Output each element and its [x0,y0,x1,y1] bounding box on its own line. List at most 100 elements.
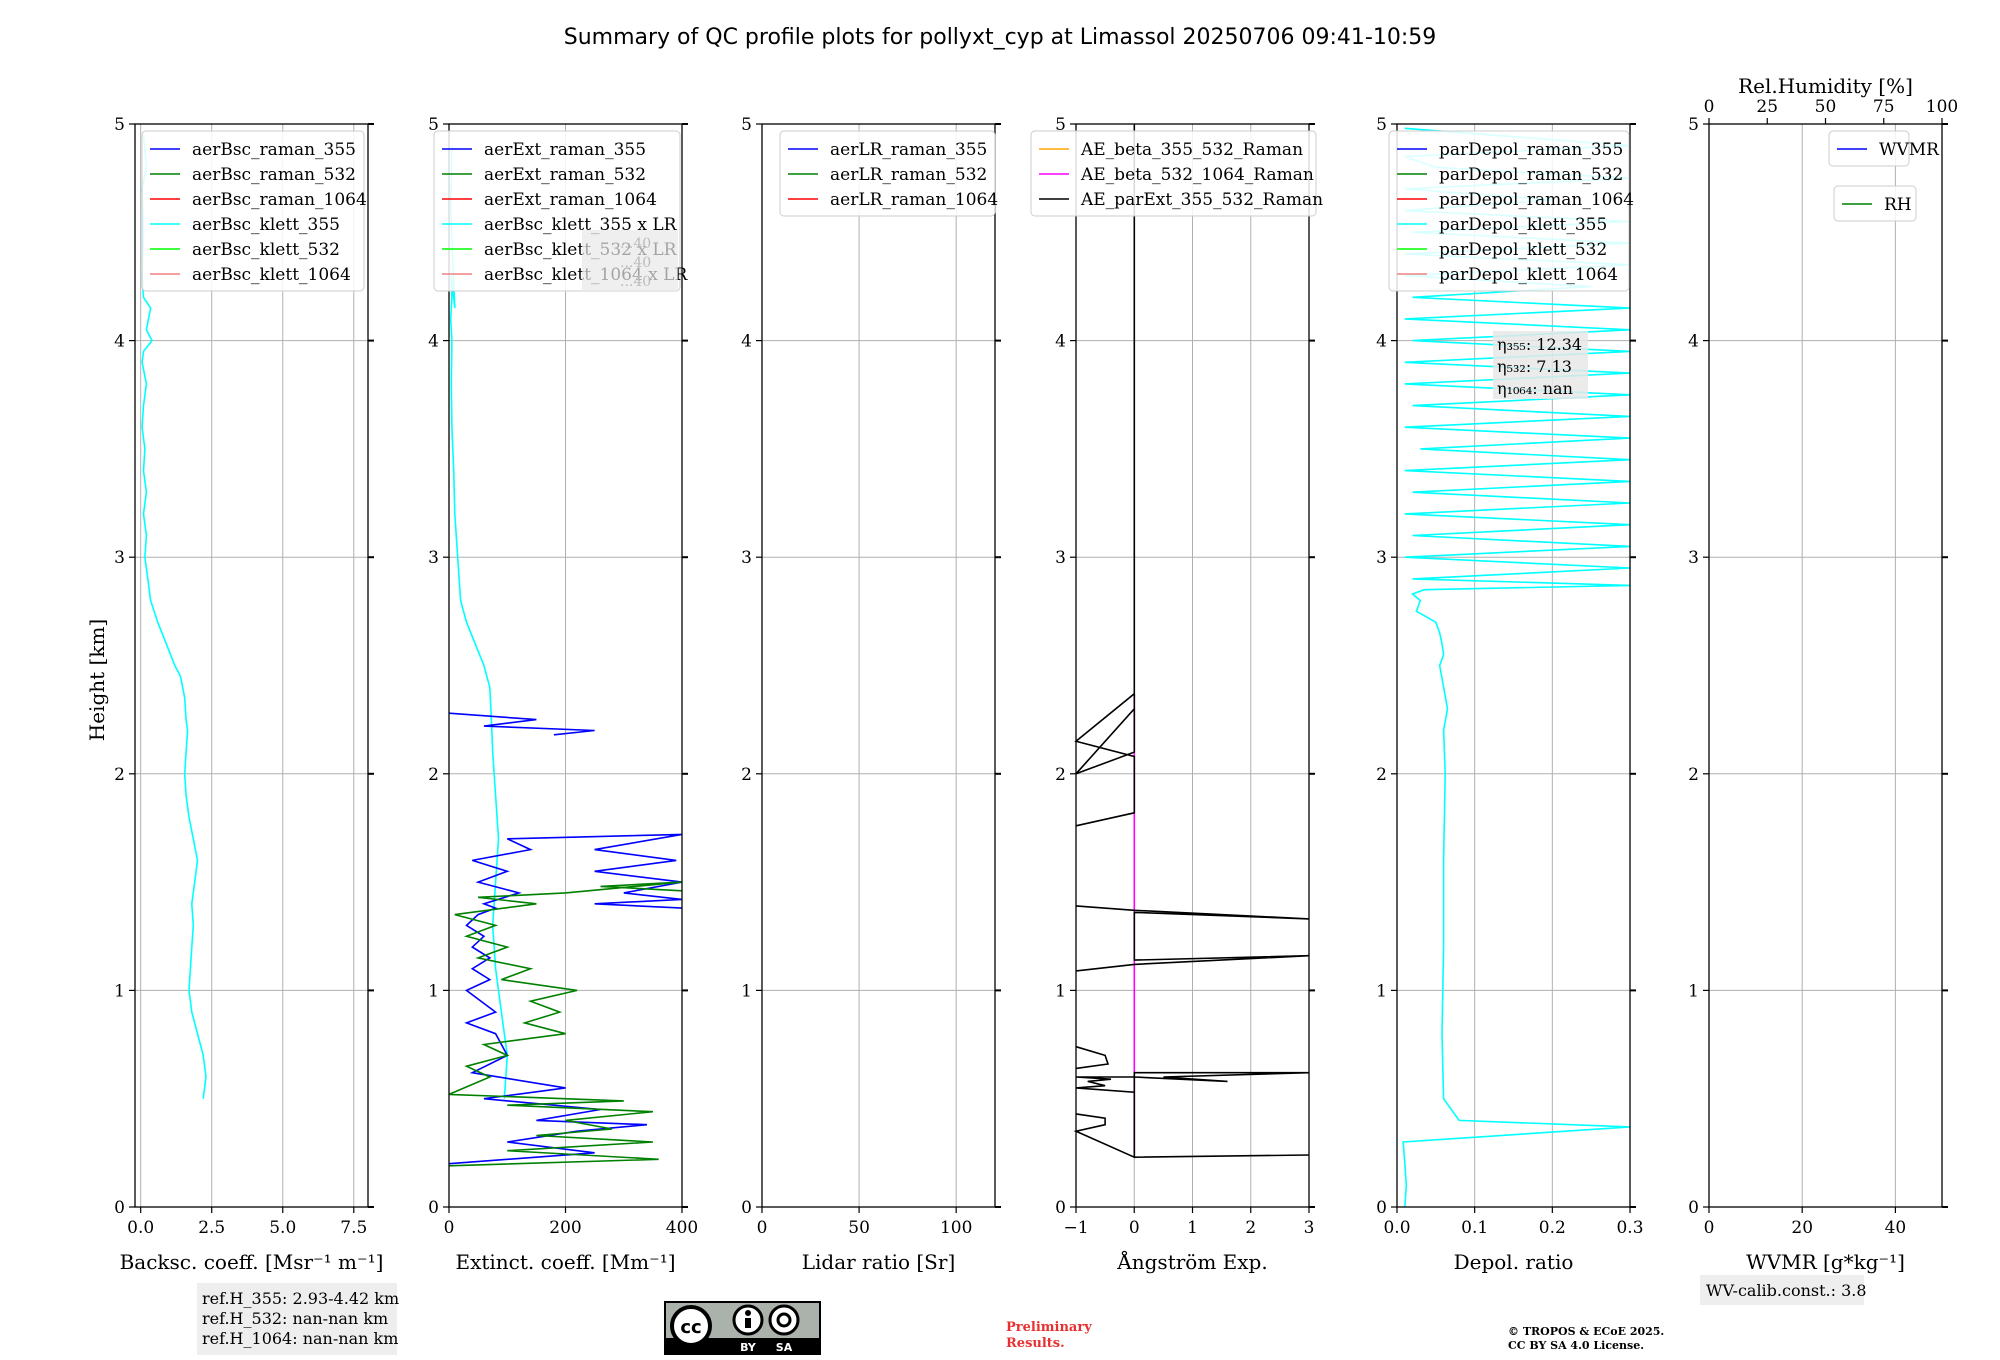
by-person-body [745,1318,751,1328]
panel-5: 0.0 0.1 0.2 0.3 0 1 2 3 4 5 Depol. ratio parDepol_r… [1376,115,1643,1274]
x-axis-label: Backsc. coeff. [Msr⁻¹ m⁻¹] [120,1250,384,1274]
faded-annotation: ...40 ...40 ...40 [582,230,678,292]
series-AE_parExt_355_532_Raman_low [1075,1045,1110,1070]
faded-box [582,230,678,292]
top-x-tick-label: 25 [1756,97,1778,117]
ref-height-line: ref.H_1064: nan-nan km [202,1329,398,1348]
y-tick-label: 0 [114,1198,125,1218]
legend-entry: WVMR [1879,140,1940,160]
x-axis-label: Depol. ratio [1454,1250,1574,1274]
y-tick-label: 0 [1376,1198,1387,1218]
legend: AE_beta_355_532_Raman AE_beta_532_1064_Ra… [1030,130,1323,217]
y-tick-label: 5 [1688,115,1699,135]
x-tick-label: 0.0 [127,1218,154,1238]
x-tick-label: 0 [757,1218,768,1238]
cc-label: cc [680,1317,701,1338]
x-tick-label: 0.1 [1461,1218,1488,1238]
ref-height-line: ref.H_532: nan-nan km [202,1309,388,1328]
panels: 0.0 2.5 5.0 7.5 0 1 2 3 4 5 Backsc. coeff. [Msr⁻¹ … [114,74,1958,1274]
x-tick-label: 2.5 [198,1218,225,1238]
y-tick-label: 3 [1376,548,1387,568]
x-tick-label: 40 [1885,1218,1907,1238]
legend: aerLR_raman_355 aerLR_raman_532 aerLR_rama… [779,130,998,217]
top-x-tick-label: 50 [1815,97,1837,117]
axes-frame [761,123,996,1208]
series-aerExt_raman_355_upper [448,712,595,736]
y-tick-label: 4 [428,332,439,352]
ref-height-line: ref.H_355: 2.93-4.42 km [202,1289,399,1308]
legend-entry: parDepol_raman_532 [1439,165,1623,185]
y-tick-label: 1 [1688,981,1699,1001]
cc-license-badge: cc BY SA [664,1301,821,1355]
x-tick-label: 200 [549,1218,581,1238]
x-tick-label: 0 [1129,1218,1140,1238]
series-AE_parExt_355_532_Raman [1073,1071,1310,1159]
by-label: BY [740,1341,757,1354]
legend-entry: parDepol_raman_1064 [1439,190,1634,210]
y-tick-label: 2 [114,765,125,785]
x-tick-label: 7.5 [340,1218,367,1238]
y-tick-label: 1 [1376,981,1387,1001]
x-axis-label: Extinct. coeff. [Mm⁻¹] [455,1250,675,1274]
legend: parDepol_raman_355 parDepol_raman_532 parD… [1388,130,1634,292]
legend-box [779,130,996,217]
series-aerBsc_klett_355 x LR [449,145,509,1099]
y-tick-label: 3 [114,548,125,568]
panel-1: 0.0 2.5 5.0 7.5 0 1 2 3 4 5 Backsc. coeff. [Msr⁻¹ … [114,115,383,1274]
series-AE_parExt_355_532_Raman_mid [1075,905,1310,972]
legend: aerBsc_raman_355 aerBsc_raman_532 aerBsc_r… [141,130,367,292]
eta-line: η₅₃₂: 7.13 [1497,357,1572,376]
y-tick-label: 2 [1688,765,1699,785]
faded-line: ...40 [620,274,651,290]
y-tick-label: 5 [1055,115,1066,135]
x-axis-label: Ångström Exp. [1116,1249,1267,1274]
wv-calib-text: WV-calib.const.: 3.8 [1706,1281,1867,1300]
x-tick-label: 3 [1304,1218,1315,1238]
legend-entry: aerExt_raman_1064 [484,190,657,210]
y-tick-label: 2 [1376,765,1387,785]
y-tick-label: 2 [428,765,439,785]
x-tick-label: 0.3 [1616,1218,1643,1238]
legend-entry: aerExt_raman_532 [484,165,646,185]
top-x-tick-label: 0 [1704,97,1715,117]
y-tick-label: 4 [741,332,752,352]
legend: WVMR [1828,130,1940,167]
y-tick-label: 2 [741,765,752,785]
legend-entry: AE_parExt_355_532_Raman [1080,190,1323,210]
y-tick-label: 1 [428,981,439,1001]
y-tick-label: 4 [114,332,125,352]
y-tick-label: 1 [741,981,752,1001]
series-aerBsc_klett_355 [141,134,207,1099]
y-tick-label: 0 [1055,1198,1066,1218]
legend-box [141,130,365,292]
series-aerExt_raman_355 [448,833,683,1165]
y-tick-label: 0 [1688,1198,1699,1218]
sa-label: SA [776,1341,793,1354]
x-tick-label: 0 [1704,1218,1715,1238]
y-tick-label: 3 [428,548,439,568]
y-tick-label: 5 [114,115,125,135]
wv-calib-annotation: WV-calib.const.: 3.8 [1700,1275,1867,1305]
y-tick-label: 1 [114,981,125,1001]
x-tick-label: 2 [1245,1218,1256,1238]
x-axis-label: Lidar ratio [Sr] [802,1250,956,1274]
by-person-head [745,1310,751,1316]
y-tick-label: 0 [741,1198,752,1218]
y-tick-label: 4 [1688,332,1699,352]
legend-box [1388,130,1630,292]
legend-entry: RH [1884,195,1912,215]
x-tick-label: 50 [848,1218,870,1238]
legend-entry: parDepol_raman_355 [1439,140,1623,160]
faded-line: ...40 [620,255,651,271]
series-aerExt_raman_532 [448,881,683,1167]
panel-6: 0 20 40 0 1 2 3 4 5 WVMR [g*kg⁻¹] WVMR RH 0 25 50 75 100… [1688,74,1958,1274]
eta-line: η₃₅₅: 12.34 [1497,335,1582,354]
faded-line: ...40 [620,236,651,252]
y-tick-label: 5 [741,115,752,135]
legend-entry: aerLR_raman_1064 [830,190,998,210]
y-tick-label: 1 [1055,981,1066,1001]
x-tick-label: 1 [1187,1218,1198,1238]
top-x-tick-label: 100 [1926,97,1958,117]
top-axis-label: Rel.Humidity [%] [1738,74,1913,98]
